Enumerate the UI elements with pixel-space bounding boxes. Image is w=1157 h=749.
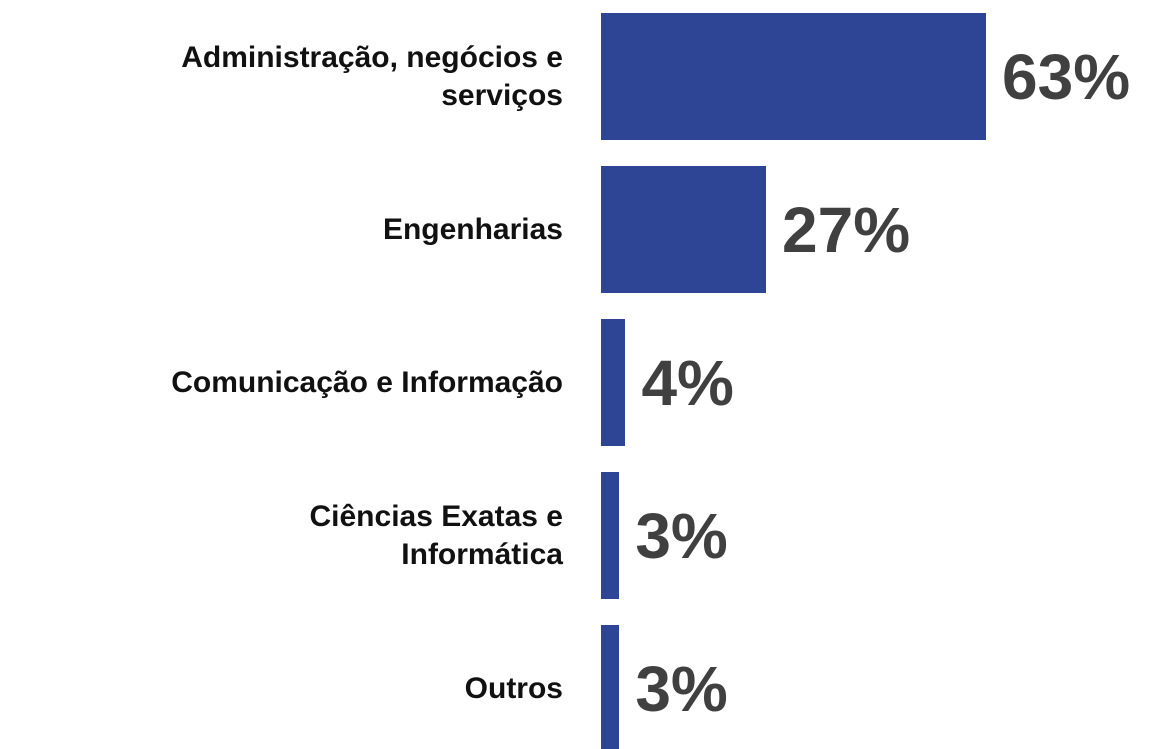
- category-label: Engenharias: [382, 212, 563, 246]
- value-label: 27%: [782, 193, 911, 266]
- category-label: Outros: [464, 671, 563, 705]
- bar: [601, 472, 620, 599]
- value-label: 63%: [1002, 40, 1131, 113]
- category-label: Administração, negócios e serviços: [181, 40, 563, 112]
- bar: [601, 625, 620, 749]
- value-label: 3%: [635, 499, 728, 572]
- bar: [601, 13, 986, 140]
- value-label: 4%: [641, 346, 734, 419]
- category-label: Ciências Exatas e Informática: [309, 499, 564, 571]
- category-label: Comunicação e Informação: [171, 365, 563, 399]
- bar: [601, 166, 766, 293]
- bar: [601, 319, 626, 446]
- value-label: 3%: [635, 652, 728, 725]
